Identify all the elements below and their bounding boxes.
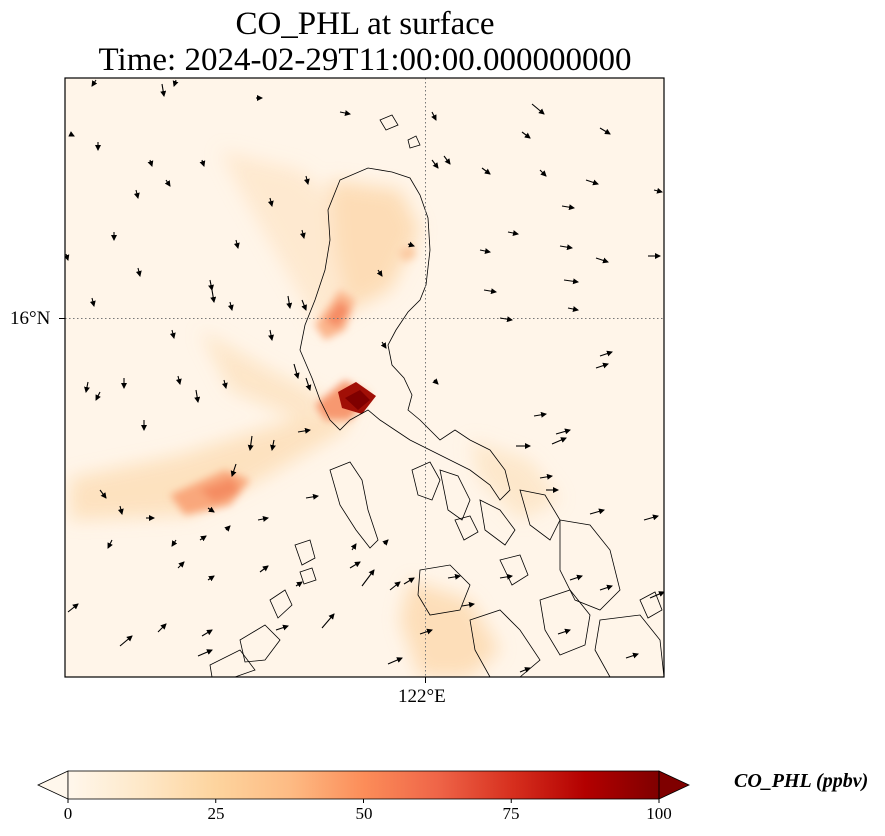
colorbar-gradient (68, 771, 659, 799)
lat-tick-label: 16°N (10, 308, 51, 329)
map-background (65, 78, 664, 677)
colorbar-tick-label: 100 (646, 804, 672, 823)
map-panel (65, 78, 664, 677)
colorbar-extend-max (658, 770, 690, 800)
colorbar-ticks (67, 799, 660, 803)
plot-title: CO_PHL at surface (235, 6, 495, 42)
colorbar-tick-label: 75 (502, 804, 520, 823)
lon-tick-label: 122°E (398, 686, 446, 707)
colorbar-extend-min (37, 770, 69, 800)
concentration-field (70, 150, 560, 677)
colorbar-tick-label: 25 (207, 804, 225, 823)
colorbar-units-label: CO_PHL (ppbv) (734, 770, 869, 792)
colorbar-tick-label: 0 (63, 804, 73, 823)
map-frame (64, 77, 665, 678)
colorbar-tick-label: 50 (355, 804, 373, 823)
wind-vectors (65, 79, 664, 673)
plot-time-subtitle: Time: 2024-02-29T11:00:00.000000000 (98, 42, 632, 78)
